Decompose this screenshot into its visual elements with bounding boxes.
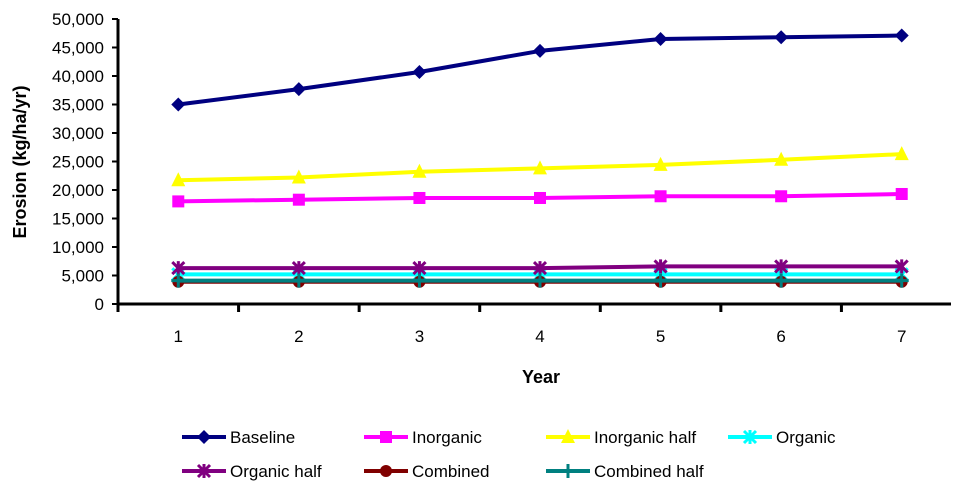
legend-label: Organic	[776, 428, 836, 447]
data-point	[774, 259, 789, 274]
x-tick-label: 7	[897, 327, 906, 346]
legend-item: Organic	[728, 428, 836, 447]
y-tick-label: 5,000	[61, 267, 104, 286]
data-point	[533, 160, 547, 175]
y-tick-label: 25,000	[52, 153, 104, 172]
chart-legend: Baseline Inorganic Inorganic half Organic Or…	[182, 428, 836, 481]
legend-item: Inorganic	[364, 428, 482, 447]
data-point	[894, 146, 909, 161]
data-point	[171, 273, 186, 288]
y-axis-ticks: 0 5,000 10,000 15,000 20,000 25,000 30,000 35,0…	[52, 10, 118, 314]
data-point	[292, 193, 305, 206]
x-axis-ticks: 1 2 3 4 5 6 7	[116, 304, 906, 346]
data-point	[774, 273, 789, 288]
x-tick-label: 6	[776, 327, 785, 346]
series-baseline	[171, 28, 909, 112]
x-tick-label: 4	[535, 327, 544, 346]
series-inorganic	[172, 187, 908, 208]
legend-item: Combined	[364, 462, 490, 481]
data-point	[171, 97, 186, 112]
legend-label: Inorganic	[412, 428, 482, 447]
data-point	[895, 187, 908, 200]
data-point	[533, 273, 547, 288]
data-point	[171, 172, 186, 187]
x-axis-title: Year	[522, 367, 560, 387]
y-tick-label: 50,000	[52, 10, 104, 29]
x-tick-label: 3	[415, 327, 424, 346]
legend-item: Baseline	[182, 428, 295, 447]
legend-swatch-marker	[380, 431, 392, 443]
data-point	[774, 151, 789, 166]
data-point	[775, 190, 788, 203]
data-point	[291, 82, 306, 97]
data-point	[533, 43, 547, 58]
series-layer	[171, 28, 909, 288]
data-point	[653, 156, 668, 171]
legend-swatch-marker	[561, 464, 575, 478]
data-point	[412, 273, 427, 288]
y-tick-label: 20,000	[52, 181, 104, 200]
legend-item: Combined half	[546, 462, 704, 481]
chart-axes	[116, 19, 951, 306]
legend-label: Inorganic half	[594, 428, 696, 447]
y-tick-label: 30,000	[52, 124, 104, 143]
x-tick-label: 2	[294, 327, 303, 346]
series-inorganic-half	[171, 146, 909, 187]
x-tick-label: 5	[656, 327, 665, 346]
data-point	[774, 30, 789, 45]
data-point	[534, 191, 546, 204]
y-tick-label: 40,000	[52, 67, 104, 86]
series-combined-half	[171, 273, 909, 288]
data-point	[172, 195, 185, 208]
y-tick-label: 35,000	[52, 96, 104, 115]
legend-label: Baseline	[230, 428, 295, 447]
data-point	[291, 273, 306, 288]
data-point	[412, 163, 427, 178]
data-point	[894, 28, 909, 43]
y-tick-label: 10,000	[52, 238, 104, 257]
data-point	[653, 273, 668, 288]
legend-swatch-marker	[196, 463, 212, 479]
y-axis-title: Erosion (kg/ha/yr)	[10, 85, 30, 238]
legend-swatch-marker	[197, 430, 211, 444]
legend-swatch-marker	[380, 465, 392, 477]
legend-label: Combined half	[594, 462, 704, 481]
x-tick-label: 1	[174, 327, 183, 346]
y-tick-label: 45,000	[52, 39, 104, 58]
data-point	[532, 261, 548, 276]
data-point	[894, 259, 909, 274]
y-tick-label: 15,000	[52, 210, 104, 229]
data-point	[894, 273, 909, 288]
data-point	[653, 259, 668, 274]
data-point	[412, 261, 427, 276]
legend-label: Organic half	[230, 462, 322, 481]
series-organic-half	[171, 259, 909, 276]
legend-item: Inorganic half	[546, 428, 696, 447]
data-point	[413, 191, 426, 204]
data-point	[291, 169, 306, 184]
legend-label: Combined	[412, 462, 490, 481]
y-tick-label: 0	[95, 295, 104, 314]
data-point	[653, 31, 668, 46]
data-point	[291, 261, 306, 276]
data-point	[171, 261, 186, 276]
legend-swatch-marker	[742, 429, 758, 445]
data-point	[654, 190, 667, 203]
data-point	[412, 65, 427, 80]
legend-item: Organic half	[182, 462, 322, 481]
legend-swatch-marker	[561, 429, 575, 443]
